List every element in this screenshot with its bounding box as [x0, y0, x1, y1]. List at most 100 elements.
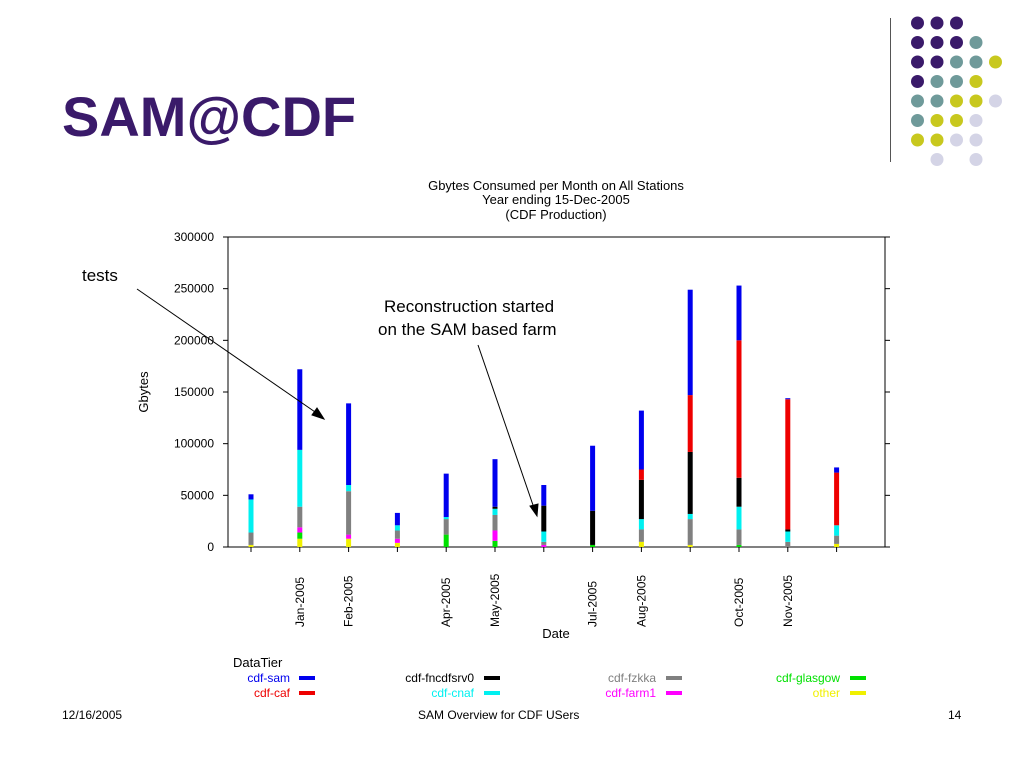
decorative-dot	[930, 55, 944, 69]
bar-segment-cdf-sam	[248, 494, 254, 500]
decorative-dot	[969, 133, 983, 147]
bar-segment-cdf-fzkka	[394, 530, 400, 539]
legend-label-cdf-sam: cdf-sam	[247, 671, 290, 685]
bar-segment-cdf-caf	[834, 472, 840, 526]
legend-label-cdf-farm1: cdf-farm1	[605, 686, 656, 700]
legend-label-other: other	[813, 686, 840, 700]
decorative-dot	[969, 94, 983, 108]
bar-segment-cdf-farm1	[346, 534, 352, 539]
legend: DataTier cdf-sam cdf-fncdfsrv0 cdf-fzkka cd…	[233, 655, 866, 700]
bar-segment-cdf-cnaf	[297, 449, 303, 507]
x-axis-label: Date	[542, 626, 569, 641]
decorative-dot-grid	[911, 16, 1002, 166]
footer-page-number: 14	[948, 708, 962, 722]
decorative-dot	[969, 36, 983, 49]
bar-segment-cdf-cnaf	[785, 531, 791, 542]
bar-segment-cdf-cnaf	[736, 506, 742, 530]
bar-segment-cdf-sam	[785, 398, 791, 400]
bar-segment-cdf-farm1	[541, 544, 547, 547]
bar-segment-cdf-fzkka	[834, 535, 840, 544]
x-tick-label: Feb-2005	[342, 575, 356, 627]
recon-arrow-line	[477, 344, 535, 509]
annotation-recon-line1: Reconstruction started	[384, 297, 555, 316]
bar-segment-cdf-fzkka	[492, 514, 498, 531]
bar-chart: Gbytes Consumed per Month on All Station…	[136, 178, 890, 700]
bar-segment-cdf-sam	[736, 285, 742, 341]
y-axis-label: Gbytes	[136, 371, 151, 413]
decorative-dot	[911, 75, 924, 88]
decorative-dot	[911, 114, 924, 127]
bar-segment-other	[297, 538, 303, 547]
y-tick-label: 250000	[174, 282, 214, 296]
bar-segment-cdf-sam	[590, 445, 596, 511]
decorative-dot	[950, 36, 963, 49]
slide-title: SAM@CDF	[62, 85, 357, 148]
bar-segment-cdf-glasgow	[736, 544, 742, 547]
bar-segment-cdf-fzkka	[541, 541, 547, 545]
bar-segment-cdf-fzkka	[687, 519, 693, 545]
x-axis: Jan-2005 Feb-2005 Apr-2005 May-2005 Jul-2005…	[250, 547, 838, 627]
bar-segment-cdf-sam	[492, 459, 498, 507]
decorative-dot	[950, 94, 963, 108]
bar-segment-cdf-fzkka	[638, 529, 644, 542]
decorative-dot	[911, 55, 924, 69]
x-tick-label: Aug-2005	[634, 575, 648, 627]
bar-segment-other	[248, 544, 254, 547]
decorative-dot	[930, 153, 944, 166]
bar-segment-cdf-fncdfsrv0	[638, 479, 644, 520]
y-tick-label: 200000	[174, 333, 214, 347]
bar-segment-other	[687, 544, 693, 547]
legend-swatch-cdf-caf	[299, 691, 315, 695]
legend-swatch-cdf-farm1	[666, 691, 682, 695]
decorative-dot	[969, 55, 983, 69]
legend-swatch-cdf-fncdfsrv0	[484, 676, 500, 680]
legend-swatch-cdf-glasgow	[850, 676, 866, 680]
bar-segment-cdf-fzkka	[785, 541, 791, 547]
chart-title: Gbytes Consumed per Month on All Station…	[428, 178, 684, 193]
legend-swatch-cdf-fzkka	[666, 676, 682, 680]
bar-segment-cdf-glasgow	[443, 534, 449, 547]
x-tick-label: May-2005	[488, 573, 502, 627]
bar-segment-cdf-cnaf	[492, 508, 498, 515]
bar-segment-cdf-glasgow	[590, 544, 596, 547]
bar-segment-cdf-cnaf	[248, 499, 254, 533]
bar-segment-cdf-cnaf	[346, 485, 352, 492]
x-tick-label: Jul-2005	[586, 581, 600, 627]
x-tick-label: Jan-2005	[293, 577, 307, 627]
bar-segment-cdf-cnaf	[394, 525, 400, 531]
bar-segment-other	[346, 538, 352, 547]
bar-segment-cdf-fzkka	[248, 532, 254, 545]
decorative-dot	[989, 94, 1002, 108]
y-tick-label: 0	[207, 540, 214, 554]
y-axis: 0 50000 100000 150000 200000 250000 300000	[174, 230, 890, 554]
header-divider	[890, 18, 891, 162]
decorative-dot	[950, 55, 963, 69]
bar-segment-cdf-fncdfsrv0	[736, 477, 742, 507]
footer-date: 12/16/2005	[62, 708, 123, 722]
annotation-recon-line2: on the SAM based farm	[378, 320, 557, 339]
decorative-dot	[930, 133, 944, 147]
decorative-dot	[950, 16, 963, 30]
bar-segment-cdf-fncdfsrv0	[541, 505, 547, 532]
bar-segment-cdf-sam	[443, 473, 449, 518]
bar-segment-cdf-fzkka	[297, 506, 303, 528]
footer-title: SAM Overview for CDF USers	[418, 708, 580, 722]
decorative-dot	[950, 114, 963, 127]
bar-segment-cdf-cnaf	[638, 519, 644, 530]
y-tick-label: 300000	[174, 230, 214, 244]
tests-arrow-line	[136, 288, 319, 415]
bar-segment-cdf-caf	[638, 469, 644, 480]
bar-segment-cdf-sam	[297, 369, 303, 450]
annotation-arrows	[136, 288, 539, 518]
x-tick-label: Nov-2005	[781, 575, 795, 627]
chart-subtitle-2: (CDF Production)	[505, 207, 606, 222]
bar-segment-cdf-sam	[638, 410, 644, 470]
annotation-tests: tests	[82, 266, 118, 285]
decorative-dot	[911, 36, 924, 49]
decorative-dot	[930, 36, 944, 49]
bar-segment-other	[638, 541, 644, 547]
bar-segment-other	[394, 542, 400, 547]
recon-arrow-head	[529, 503, 539, 518]
decorative-dot	[930, 114, 944, 127]
decorative-dot	[911, 16, 924, 30]
